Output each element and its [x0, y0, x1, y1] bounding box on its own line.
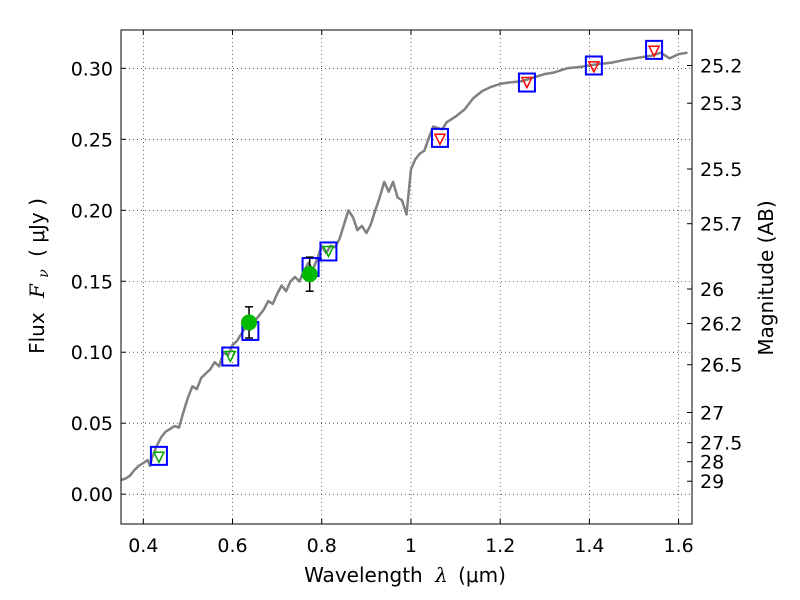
- detection-point: [301, 266, 318, 283]
- upper-limit-triangle: [224, 350, 237, 364]
- model-flux-square: [645, 39, 664, 60]
- detection-point: [241, 314, 258, 331]
- mag-tick-label: 29: [700, 471, 724, 493]
- mag-tick-label: 25.5: [700, 159, 742, 181]
- y-tick-label: 0.05: [71, 413, 113, 435]
- mag-tick-label: 26.5: [700, 355, 742, 377]
- x-tick-label: 0.8: [307, 535, 337, 557]
- plot-frame: [120, 29, 693, 525]
- y-tick-label: 0.20: [71, 200, 113, 222]
- upper-limit-triangle: [152, 451, 166, 464]
- mag-tick-label: 28: [700, 452, 724, 474]
- upper-limit-triangle: [322, 245, 335, 259]
- model-flux-square: [517, 72, 536, 93]
- y-axis-symbol: F: [25, 283, 49, 299]
- model-flux-square: [149, 445, 168, 466]
- y-tick-label: 0.30: [71, 58, 113, 80]
- x-tick-label: 0.6: [217, 535, 247, 557]
- x-axis-label: Wavelength: [304, 563, 423, 587]
- model-flux-square: [430, 127, 449, 148]
- mag-tick-label: 27.5: [700, 433, 742, 455]
- upper-limit-triangle: [520, 76, 534, 90]
- x-axis-symbol: λ: [434, 563, 448, 587]
- y-tick-label: 0.15: [71, 271, 113, 293]
- x-tick-label: 0.4: [128, 535, 158, 557]
- x-tick-label: 1.4: [574, 535, 604, 557]
- y2-axis-title: Magnitude (AB): [754, 200, 778, 355]
- upper-limit-triangle: [587, 61, 601, 74]
- mag-tick-label: 27: [700, 403, 724, 425]
- mag-tick-label: 26: [700, 279, 724, 301]
- y-axis-label: Flux: [25, 312, 49, 354]
- grid-lines: [121, 30, 692, 524]
- x-tick-label: 1: [405, 535, 417, 557]
- spectrum-line: [120, 51, 688, 482]
- mag-tick-label: 25.3: [700, 93, 742, 115]
- photometry-markers: [149, 39, 664, 466]
- mag-tick-label: 26.2: [700, 314, 742, 336]
- x-axis-unit: (μm): [458, 563, 506, 587]
- mag-tick-label: 25.7: [700, 214, 742, 236]
- y-tick-label: 0.25: [71, 129, 113, 151]
- upper-limit-triangle: [647, 45, 661, 58]
- y-tick-label: 0.00: [71, 484, 113, 506]
- model-flux-square: [319, 241, 338, 262]
- x-axis-title: Wavelength λ (μm): [304, 563, 506, 587]
- mag-tick-label: 25.2: [700, 55, 742, 77]
- model-spectrum: [120, 51, 688, 482]
- axis-ticks: 0.4 0.6 0.8 1 1.2 1.4 1.6 0.00 0.05 0.10 0.15 0.20 0…: [71, 30, 742, 557]
- y-tick-label: 0.10: [71, 342, 113, 364]
- model-flux-square: [221, 346, 240, 367]
- upper-limit-triangle: [433, 133, 447, 146]
- x-tick-label: 1.2: [485, 535, 515, 557]
- y-axis-subscript: ν: [36, 269, 52, 278]
- x-tick-label: 1.6: [664, 535, 694, 557]
- model-flux-square: [584, 55, 603, 76]
- y-axis-title: Flux F ν ( μJy ): [25, 198, 53, 354]
- y-axis-unit: ( μJy ): [25, 198, 49, 257]
